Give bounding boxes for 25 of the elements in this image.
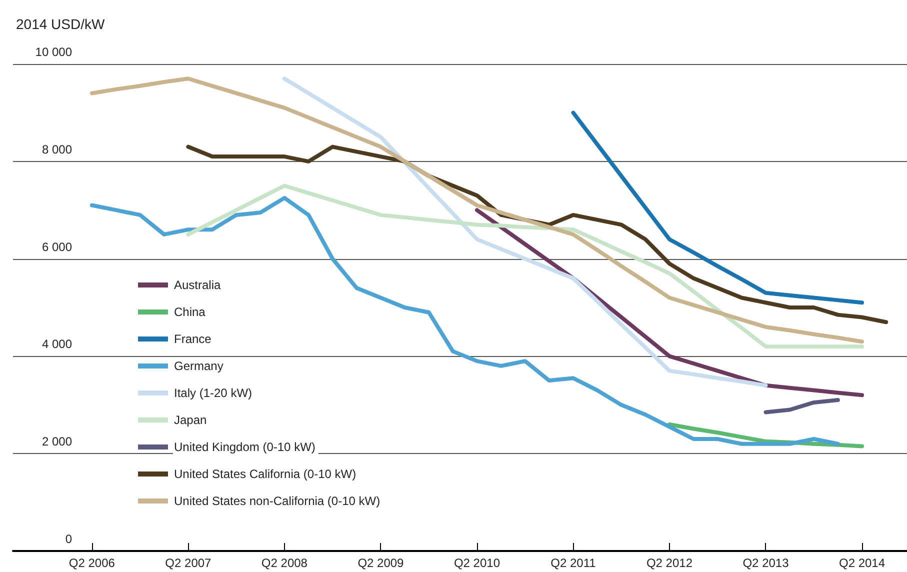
x-tick-label: Q2 2009 (358, 556, 404, 570)
x-tick-label: Q2 2012 (646, 556, 693, 570)
legend-label: France (174, 332, 212, 346)
legend-label: United States non-California (0-10 kW) (174, 494, 380, 508)
legend-label: China (174, 305, 206, 319)
x-tick-label: Q2 2008 (261, 556, 308, 570)
y-tick-label: 4 000 (42, 337, 72, 352)
y-tick-label: 8 000 (42, 142, 72, 156)
legend-label: United Kingdom (0-10 kW) (174, 440, 316, 454)
x-tick-label: Q2 2013 (742, 556, 790, 570)
y-tick-label: 10 000 (35, 45, 72, 59)
legend-label: United States California (0-10 kW) (174, 467, 356, 481)
y-axis-title: 2014 USD/kW (16, 16, 106, 32)
legend-label: Japan (174, 413, 207, 427)
legend-label: Australia (174, 278, 222, 292)
legend-label: Italy (1-20 kW) (174, 386, 252, 400)
x-tick-label: Q2 2006 (68, 556, 116, 570)
x-tick-label: Q2 2007 (165, 556, 212, 570)
y-tick-label: 2 000 (42, 434, 72, 449)
y-tick-label: 6 000 (42, 240, 72, 254)
x-tick-label: Q2 2014 (838, 556, 886, 570)
y-tick-label: 0 (65, 532, 72, 546)
legend-label: Germany (174, 359, 224, 373)
x-tick-label: Q2 2011 (550, 556, 596, 570)
x-tick-label: Q2 2010 (454, 556, 500, 570)
